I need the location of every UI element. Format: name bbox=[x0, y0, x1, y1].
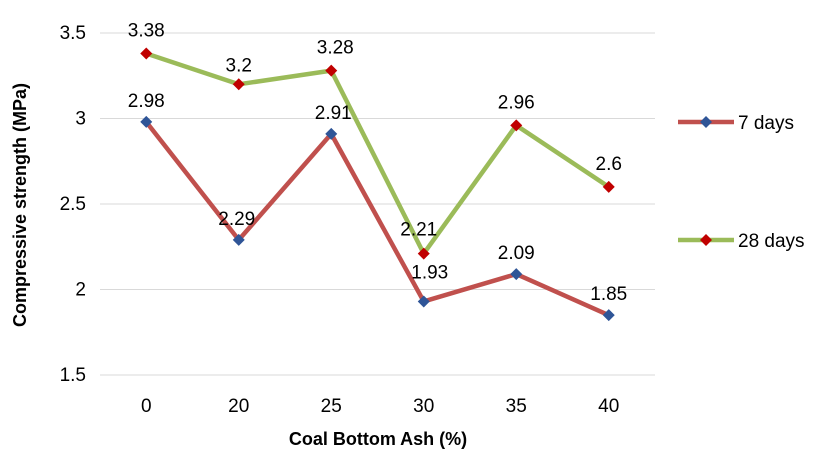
data-label: 2.91 bbox=[315, 103, 352, 124]
y-tick-label: 2.5 bbox=[60, 194, 86, 215]
x-tick-label: 30 bbox=[413, 396, 434, 417]
data-label: 2.96 bbox=[498, 92, 535, 113]
legend-marker bbox=[700, 234, 712, 246]
data-label: 2.09 bbox=[498, 243, 535, 264]
x-axis-title: Coal Bottom Ash (%) bbox=[289, 429, 467, 449]
data-labels: 2.98 2.29 2.91 1.93 2.09 1.85 3.38 3.2 3.28 2.21 2… bbox=[128, 21, 627, 306]
x-tick-label: 20 bbox=[228, 396, 249, 417]
data-point bbox=[602, 180, 615, 193]
legend-label: 28 days bbox=[738, 231, 805, 252]
data-label: 2.21 bbox=[400, 220, 437, 241]
data-label: 1.85 bbox=[590, 284, 627, 305]
data-point bbox=[140, 115, 153, 128]
x-tick-label: 25 bbox=[321, 396, 342, 417]
data-label: 2.29 bbox=[218, 209, 255, 230]
series-line-0 bbox=[144, 120, 610, 318]
data-label: 3.2 bbox=[226, 55, 252, 76]
x-tick-label: 35 bbox=[506, 396, 527, 417]
x-tick-label: 40 bbox=[598, 396, 619, 417]
data-label: 3.28 bbox=[317, 38, 354, 59]
axes: 1.5 2 2.5 3 3.5 0 20 25 30 35 40 bbox=[60, 23, 620, 417]
data-point bbox=[232, 233, 245, 246]
y-tick-label: 2 bbox=[75, 280, 86, 301]
gridlines bbox=[100, 32, 655, 376]
data-label: 2.6 bbox=[596, 154, 622, 175]
y-tick-label: 1.5 bbox=[60, 365, 86, 386]
data-point bbox=[510, 119, 523, 132]
series-line-1 bbox=[145, 51, 610, 256]
y-tick-label: 3 bbox=[75, 109, 86, 130]
data-label: 3.38 bbox=[128, 21, 165, 42]
legend: 7 days 28 days bbox=[678, 113, 805, 252]
data-point bbox=[510, 268, 523, 281]
data-point bbox=[140, 47, 153, 60]
data-point bbox=[232, 78, 245, 91]
data-label: 1.93 bbox=[411, 262, 448, 283]
legend-label: 7 days bbox=[738, 113, 794, 134]
data-point bbox=[602, 309, 615, 322]
legend-marker bbox=[700, 116, 712, 128]
data-label: 2.98 bbox=[128, 91, 165, 112]
data-point bbox=[325, 127, 338, 140]
data-point bbox=[417, 247, 430, 260]
y-axis-title: Compressive strength (MPa) bbox=[10, 83, 30, 327]
data-point bbox=[417, 295, 430, 308]
x-tick-label: 0 bbox=[141, 396, 152, 417]
data-point bbox=[325, 64, 338, 77]
y-tick-label: 3.5 bbox=[60, 23, 86, 44]
series bbox=[140, 47, 615, 322]
